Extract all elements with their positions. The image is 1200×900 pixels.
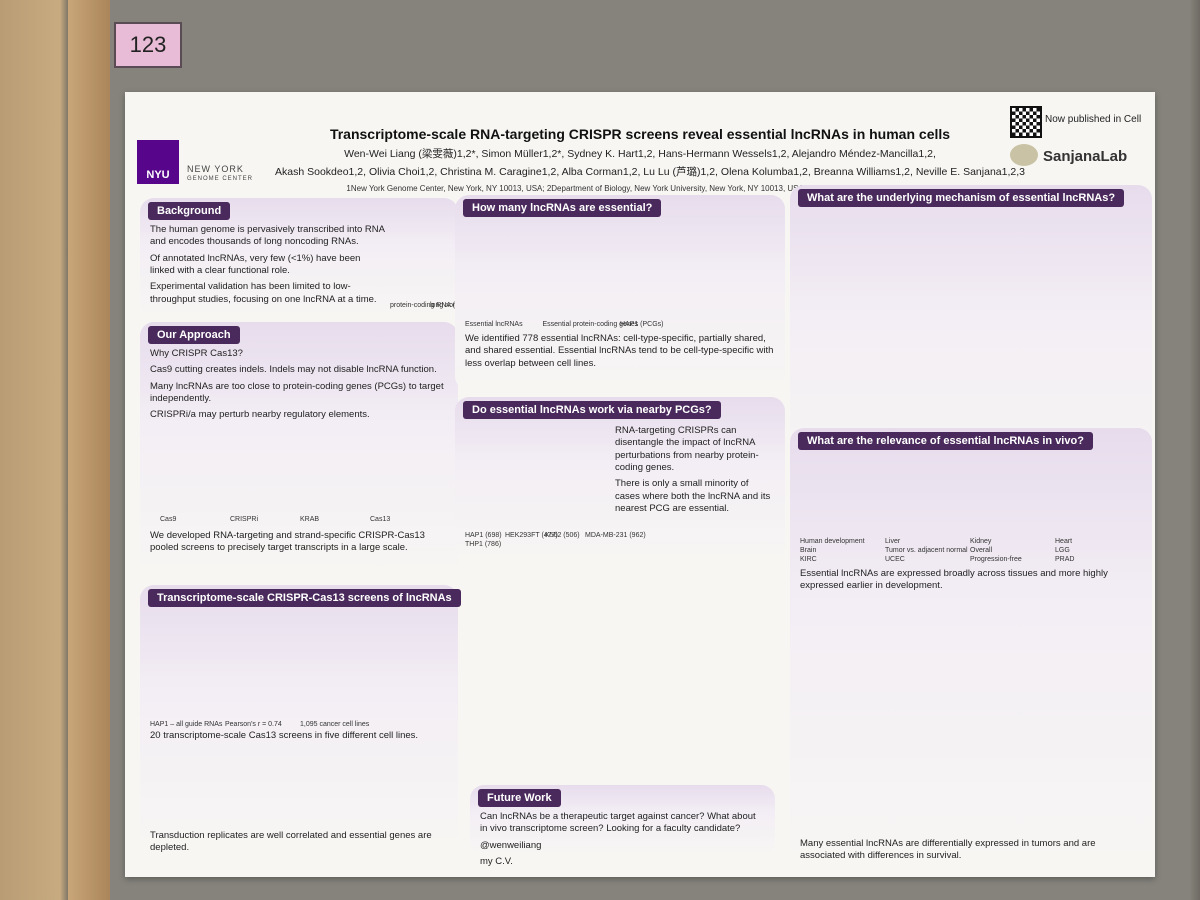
figure-label: MDA-MB-231 (962) [585, 532, 646, 539]
lab-name: SanjanaLab [1043, 148, 1128, 165]
figure-label: HAP1 (698) [465, 532, 502, 539]
paragraph: Experimental validation has been limited… [150, 281, 377, 305]
figure-label: Pearson's r = 0.74 [225, 721, 282, 728]
wood-frame [68, 0, 112, 900]
paragraph: The human genome is pervasively transcri… [150, 224, 385, 248]
figure-label: LGG [1055, 547, 1070, 554]
figure-label: UCEC [885, 556, 905, 563]
figure-label: PRAD [1055, 556, 1075, 563]
figure-label: Cas9 [160, 516, 177, 523]
paragraph: Cas9 cutting creates indels. Indels may … [150, 364, 437, 376]
figure-label: KRAB [300, 516, 320, 523]
qr-code [1010, 106, 1042, 138]
section: How many lncRNAs are essential? We identi… [455, 195, 785, 390]
paragraph: There is only a small minority of cases … [615, 478, 771, 515]
figure-label: K562 (506) [545, 532, 580, 539]
paragraph: RNA-targeting CRISPRs can disentangle th… [615, 425, 759, 474]
section-heading: What are the underlying mechanism of ess… [798, 189, 1125, 207]
section: What are the relevance of essential lncR… [790, 428, 1152, 870]
figure-label: protein-coding RNA (~20,000) [390, 302, 483, 309]
paragraph: my C.V. [480, 856, 513, 868]
text-block: Many essential lncRNAs are differentiall… [800, 838, 1140, 867]
figure-label: Heart [1055, 538, 1073, 545]
text-block: 20 transcriptome-scale Cas13 screens in … [150, 730, 450, 746]
paragraph: @wenweiliang [480, 839, 542, 851]
paragraph: CRISPRi/a may perturb nearby regulatory … [150, 409, 370, 421]
figure-label: Liver [885, 538, 901, 545]
section-heading: Transcriptome-scale CRISPR-Cas13 screens… [148, 589, 461, 607]
text-block: We identified 778 essential lncRNAs: cel… [465, 333, 775, 374]
section: Transcriptome-scale CRISPR-Cas13 screens… [140, 585, 461, 853]
paragraph: We developed RNA-targeting and strand-sp… [150, 530, 425, 554]
figure-label: Brain [800, 547, 817, 554]
figure-label: 1,095 cancer cell lines [300, 721, 370, 728]
board-number: 123 [114, 22, 182, 68]
text-block: Transduction replicates are well correla… [150, 830, 450, 859]
text-block: RNA-targeting CRISPRs can disentangle th… [615, 425, 775, 519]
published-note: Now published in Cell [1045, 114, 1142, 125]
figure-label: Human development [800, 538, 865, 545]
paragraph: Many lncRNAs are too close to protein-co… [150, 380, 444, 405]
paragraph: Many essential lncRNAs are differentiall… [800, 838, 1096, 862]
paragraph: Can lncRNAs be a therapeutic target agai… [480, 811, 756, 835]
figure-label: Tumor vs. adjacent normal [885, 547, 968, 554]
poster-title: Transcriptome-scale RNA-targeting CRISPR… [329, 126, 951, 142]
section: Do essential lncRNAs work via nearby PCG… [455, 397, 785, 562]
section-heading: Background [148, 202, 231, 220]
figure-label: KIRC [800, 556, 817, 563]
figure-label: Overall [970, 547, 993, 554]
section-heading: How many lncRNAs are essential? [463, 199, 662, 217]
paragraph: We identified 778 essential lncRNAs: cel… [465, 333, 774, 369]
poster: NYU NEW YORK GENOME CENTER Transcriptome… [125, 92, 1155, 877]
section-heading: What are the relevance of essential lncR… [798, 432, 1093, 450]
authors-line: Wen-Wei Liang (梁雯薇)1,2*, Simon Müller1,2… [344, 148, 936, 160]
figure-label: HAP1 – all guide RNAs [150, 721, 223, 728]
subheading: Why CRISPR Cas13? [150, 348, 243, 359]
section: Future Work Can lncRNAs be a therapeutic … [470, 785, 775, 867]
paragraph: 20 transcriptome-scale Cas13 screens in … [150, 730, 419, 741]
figure-label: Kidney [970, 538, 992, 545]
section-heading: Our Approach [148, 326, 240, 344]
figure-label: HAP1 [620, 321, 639, 328]
nygc-logo-sub: GENOME CENTER [187, 176, 254, 182]
figure-label: Progression-free [970, 556, 1022, 563]
lab-logo [1010, 144, 1038, 166]
figure-label: HEK293FT (477) [505, 532, 558, 539]
section: Background The human genome is pervasivel… [140, 198, 528, 318]
nygc-logo: NEW YORK [187, 164, 244, 174]
section-heading: Future Work [478, 789, 561, 807]
affiliations: 1New York Genome Center, New York, NY 10… [346, 184, 934, 193]
text-block: Why CRISPR Cas13? Cas9 cutting creates in… [150, 348, 450, 426]
nyu-logo: NYU [137, 140, 179, 184]
figure-label: Essential protein-coding genes (PCGs) [542, 321, 664, 328]
figure-label: Cas13 [370, 516, 391, 523]
paragraph: Transduction replicates are well correla… [150, 830, 432, 854]
authors-line: Akash Sookdeo1,2, Olivia Choi1,2, Christ… [275, 166, 1025, 178]
text-block: Essential lncRNAs are expressed broadly … [800, 568, 1140, 597]
figure-label: Essential lncRNAs [465, 321, 523, 328]
text-block: The human genome is pervasively transcri… [150, 224, 385, 310]
section-heading: Do essential lncRNAs work via nearby PCG… [463, 401, 721, 419]
text-block: Can lncRNAs be a therapeutic target agai… [480, 811, 765, 872]
paragraph: Essential lncRNAs are expressed broadly … [800, 568, 1108, 592]
paragraph: Of annotated lncRNAs, very few (<1%) hav… [150, 252, 361, 277]
section: Our Approach Why CRISPR Cas13? Cas9 cuttin… [140, 322, 458, 577]
text-block: We developed RNA-targeting and strand-sp… [150, 530, 450, 559]
figure-label: CRISPRi [230, 516, 259, 523]
figure-label: THP1 (786) [465, 541, 502, 548]
